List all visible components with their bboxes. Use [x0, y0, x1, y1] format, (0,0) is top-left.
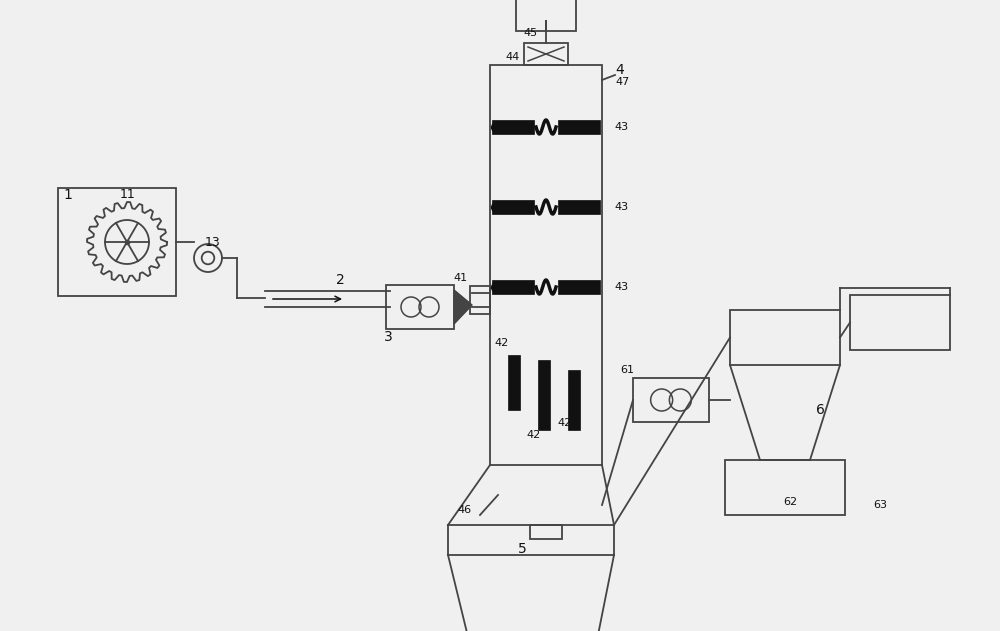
Text: 11: 11	[120, 189, 136, 201]
Text: 1: 1	[64, 188, 72, 202]
Bar	[558, 280, 600, 294]
Text: 43: 43	[614, 282, 628, 292]
Bar	[850, 295, 950, 350]
Bar	[470, 286, 490, 314]
Bar	[558, 120, 600, 134]
Text: 43: 43	[614, 122, 628, 132]
Text: 42: 42	[527, 430, 541, 440]
Bar	[516, 0, 576, 31]
Text: 3: 3	[384, 330, 392, 344]
Bar	[508, 355, 520, 410]
Bar	[558, 200, 600, 214]
Text: 5: 5	[518, 542, 526, 556]
Text: 45: 45	[523, 28, 537, 38]
Bar	[538, 360, 550, 430]
Bar	[633, 378, 709, 422]
Text: 6: 6	[816, 403, 824, 417]
Text: 46: 46	[458, 505, 472, 515]
Bar	[725, 460, 845, 515]
Text: 62: 62	[783, 497, 797, 507]
Text: 63: 63	[873, 500, 887, 510]
Text: 47: 47	[616, 77, 630, 87]
Bar	[730, 310, 840, 365]
Text: 42: 42	[558, 418, 572, 428]
Bar	[492, 120, 534, 134]
Bar	[58, 188, 176, 296]
Text: 61: 61	[620, 365, 634, 375]
Text: 2: 2	[336, 273, 344, 287]
Text: 41: 41	[454, 273, 468, 283]
Bar	[530, 525, 562, 539]
Polygon shape	[454, 290, 472, 324]
Text: 43: 43	[614, 202, 628, 212]
Bar	[568, 370, 580, 430]
Bar	[386, 285, 454, 329]
Bar	[524, 43, 568, 65]
Text: 44: 44	[506, 52, 520, 62]
Bar	[492, 280, 534, 294]
Bar	[490, 65, 602, 465]
Bar	[492, 200, 534, 214]
Text: 4: 4	[616, 63, 624, 77]
Text: 13: 13	[205, 237, 221, 249]
Text: 42: 42	[495, 338, 509, 348]
